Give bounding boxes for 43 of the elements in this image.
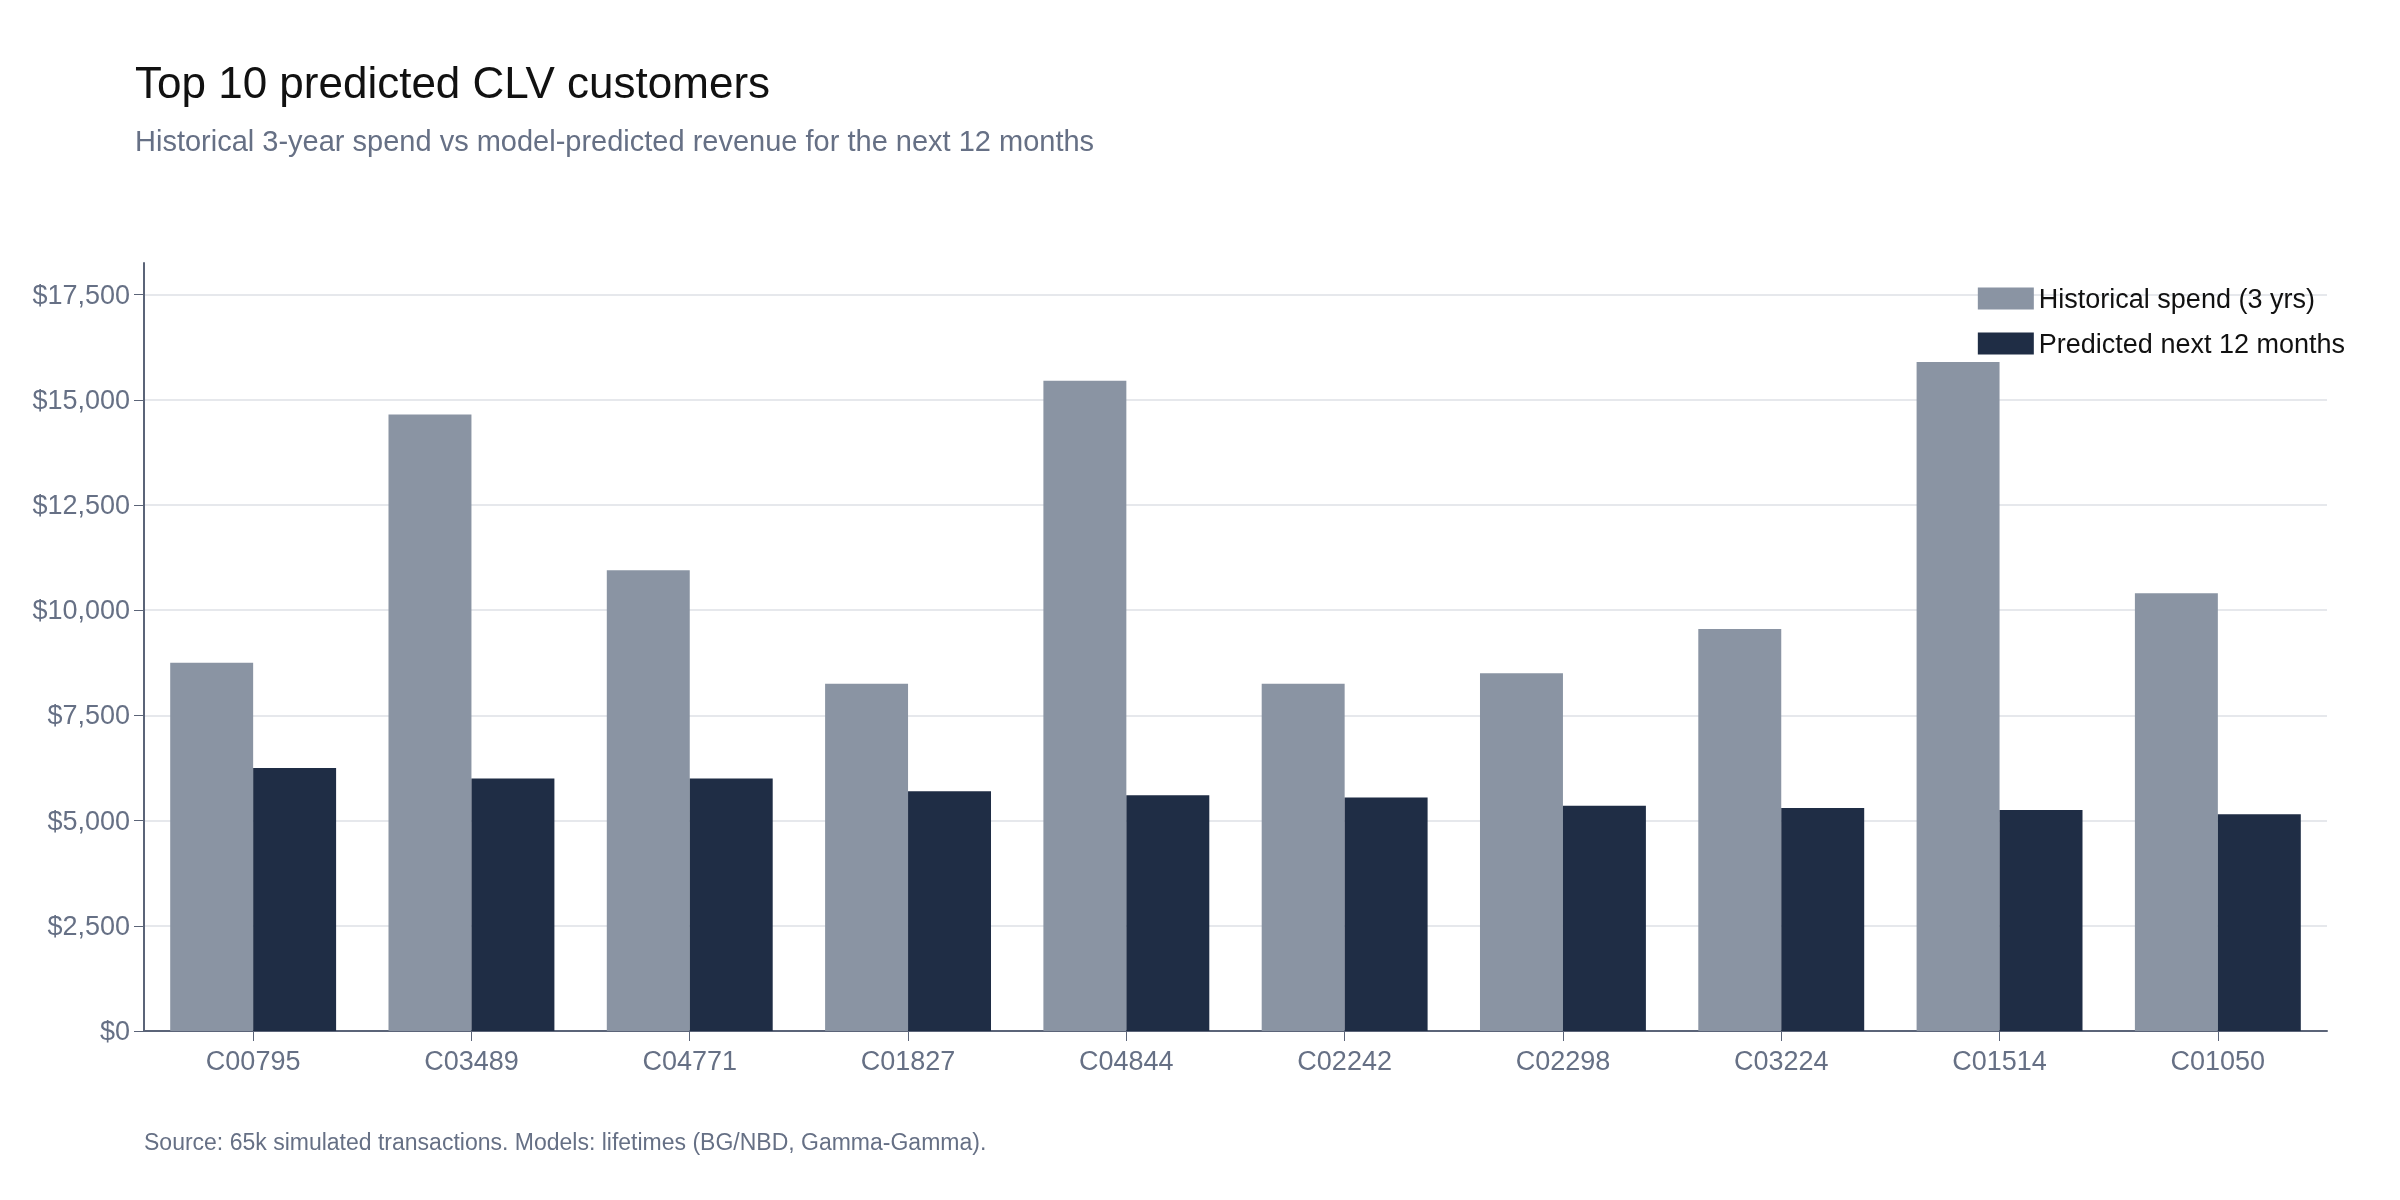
y-tick-label: $5,000 [47,805,130,836]
x-tick-label: C04844 [1079,1045,1174,1076]
bar [2134,593,2218,1031]
x-tick-label: C02298 [1515,1045,1611,1076]
bar [825,683,909,1031]
bar [1781,807,1865,1031]
bar [253,767,337,1031]
chart-title: Top 10 predicted CLV customers [135,57,771,107]
bar [388,414,472,1031]
legend-label: Historical spend (3 yrs) [2038,283,2315,314]
chart-subtitle: Historical 3-year spend vs model-predicted revenue for the next 12 months [135,124,1095,157]
y-tick-label: $17,500 [32,279,130,310]
x-tick-label: C02242 [1297,1045,1392,1076]
bar [1344,797,1428,1031]
y-tick-label: $2,500 [47,910,130,941]
bar [606,570,690,1031]
x-tick-label: C01050 [2170,1045,2266,1076]
y-tick-label: $15,000 [32,384,130,415]
bar [1999,810,2083,1031]
x-tick-label: C04771 [642,1045,738,1076]
bar [689,778,773,1031]
bar [1261,683,1345,1031]
x-tick-label: C01514 [1952,1045,2047,1076]
bar [1480,673,1563,1031]
bar [1916,361,2000,1031]
bar [2217,814,2301,1031]
bar [908,791,991,1031]
y-tick-label: $12,500 [32,489,130,520]
bar [1562,805,1646,1031]
y-tick-label: $10,000 [32,595,130,626]
x-tick-label: C03224 [1733,1045,1829,1076]
bar [1698,629,1782,1031]
y-tick-label: $0 [99,1016,130,1046]
bar [1043,380,1127,1031]
source-note: Source: 65k simulated transactions. Models: lifetimes (BG/NBD, Gamma-Gamma). [144,1128,987,1155]
legend-label: Predicted next 12 months [2038,328,2346,359]
x-tick-label: C00795 [205,1045,301,1076]
x-tick-label: C01827 [860,1045,956,1076]
bar [1126,795,1210,1031]
y-tick-label: $7,500 [47,700,130,731]
x-tick-label: C03489 [424,1045,519,1076]
bar [170,662,254,1031]
bar [471,778,555,1031]
